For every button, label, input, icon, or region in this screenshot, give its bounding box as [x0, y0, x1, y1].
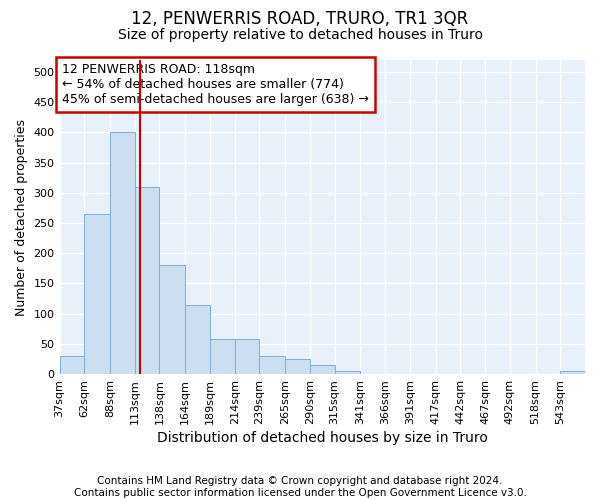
Bar — [259, 356, 285, 374]
Bar — [235, 339, 259, 374]
Bar — [310, 365, 335, 374]
Text: Size of property relative to detached houses in Truro: Size of property relative to detached ho… — [118, 28, 482, 42]
Bar — [59, 356, 84, 374]
X-axis label: Distribution of detached houses by size in Truro: Distribution of detached houses by size … — [157, 431, 488, 445]
Text: 12, PENWERRIS ROAD, TRURO, TR1 3QR: 12, PENWERRIS ROAD, TRURO, TR1 3QR — [131, 10, 469, 28]
Text: 12 PENWERRIS ROAD: 118sqm
← 54% of detached houses are smaller (774)
45% of semi: 12 PENWERRIS ROAD: 118sqm ← 54% of detac… — [62, 63, 369, 106]
Y-axis label: Number of detached properties: Number of detached properties — [15, 118, 28, 316]
Bar — [560, 371, 585, 374]
Bar — [135, 187, 160, 374]
Bar — [160, 266, 185, 374]
Bar — [285, 359, 310, 374]
Bar — [335, 371, 361, 374]
Bar — [110, 132, 135, 374]
Bar — [185, 304, 210, 374]
Bar — [84, 214, 110, 374]
Bar — [210, 339, 235, 374]
Text: Contains HM Land Registry data © Crown copyright and database right 2024.
Contai: Contains HM Land Registry data © Crown c… — [74, 476, 526, 498]
